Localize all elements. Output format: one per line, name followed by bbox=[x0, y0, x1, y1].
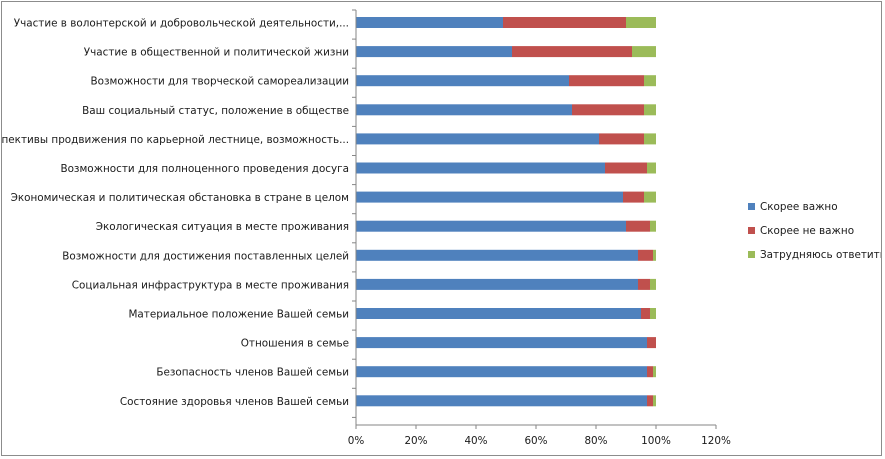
bar-segment-important bbox=[356, 249, 638, 261]
bar-segment-not-important bbox=[638, 278, 650, 290]
category-label: Перспективы продвижения по карьерной лес… bbox=[2, 134, 349, 146]
bar-segment-important bbox=[356, 75, 569, 87]
category-label: Отношения в семье bbox=[241, 338, 349, 350]
category-label: Социальная инфраструктура в месте прожив… bbox=[72, 279, 349, 291]
bar-segment-important bbox=[356, 191, 623, 203]
bar-segment-not-important bbox=[569, 75, 644, 87]
bar-segment-undecided bbox=[644, 75, 656, 87]
category-label: Экологическая ситуация в месте проживани… bbox=[96, 221, 349, 233]
bar-segment-important bbox=[356, 278, 638, 290]
bar-segment-undecided bbox=[647, 162, 656, 174]
category-labels: Участие в волонтерской и добровольческой… bbox=[0, 18, 349, 408]
x-tick-label: 0% bbox=[348, 435, 365, 447]
bar-segment-important bbox=[356, 220, 626, 232]
x-tick-label: 60% bbox=[524, 435, 547, 447]
bar-segment-not-important bbox=[512, 46, 632, 58]
bar-segment-not-important bbox=[599, 133, 644, 145]
bar-segment-undecided bbox=[632, 46, 656, 58]
legend-label: Скорее важно bbox=[760, 201, 838, 213]
bar-segment-not-important bbox=[647, 366, 653, 378]
category-label: Возможности для достижения поставленных … bbox=[62, 250, 349, 262]
legend-label: Затрудняюсь ответить bbox=[760, 249, 881, 261]
bar-segment-undecided bbox=[650, 220, 656, 232]
bar-segment-important bbox=[356, 395, 647, 407]
category-label: Безопасность членов Вашей семьи bbox=[156, 367, 349, 379]
bar-segment-not-important bbox=[647, 395, 653, 407]
bar-segment-important bbox=[356, 17, 503, 28]
category-label: Возможности для полноценного проведения … bbox=[60, 163, 349, 175]
category-label: Материальное положение Вашей семьи bbox=[128, 309, 349, 321]
x-tick-label: 100% bbox=[641, 435, 671, 447]
x-tick-label: 120% bbox=[701, 435, 731, 447]
legend: Скорее важно Скорее не важно Затрудняюсь о… bbox=[748, 201, 885, 261]
bar-segment-not-important bbox=[647, 337, 656, 349]
bar-segment-undecided bbox=[653, 366, 656, 378]
bar-segment-important bbox=[356, 366, 647, 378]
category-label: Возможности для творческой самореализаци… bbox=[91, 76, 349, 88]
category-label: Ваш социальный статус, положение в общес… bbox=[82, 105, 349, 117]
x-tick-label: 80% bbox=[584, 435, 607, 447]
bar-segment-not-important bbox=[638, 249, 653, 261]
bar-segment-important bbox=[356, 104, 572, 116]
bar-segment-important bbox=[356, 308, 641, 319]
category-label: Участие в волонтерской и добровольческой… bbox=[14, 18, 349, 30]
bar-segment-undecided bbox=[653, 249, 656, 261]
bars-layer bbox=[356, 17, 656, 407]
bar-segment-undecided bbox=[650, 308, 656, 319]
bar-segment-undecided bbox=[644, 104, 656, 116]
x-tick-label: 20% bbox=[404, 435, 427, 447]
bar-segment-important bbox=[356, 337, 647, 349]
legend-swatch-not-important bbox=[748, 227, 755, 234]
bar-segment-undecided bbox=[644, 191, 656, 203]
bar-segment-not-important bbox=[503, 17, 626, 28]
category-label: Участие в общественной и политической жи… bbox=[84, 47, 349, 59]
bar-segment-important bbox=[356, 133, 599, 145]
x-tick-label: 40% bbox=[464, 435, 487, 447]
bar-segment-undecided bbox=[650, 278, 656, 290]
bar-segment-not-important bbox=[626, 220, 650, 232]
legend-swatch-undecided bbox=[748, 251, 755, 258]
bar-segment-not-important bbox=[623, 191, 644, 203]
category-label: Состояние здоровья членов Вашей семьи bbox=[120, 396, 349, 408]
category-label: Экономическая и политическая обстановка … bbox=[11, 192, 349, 204]
bar-segment-important bbox=[356, 46, 512, 58]
legend-label: Скорее не важно bbox=[760, 225, 854, 237]
bar-segment-not-important bbox=[641, 308, 650, 319]
bar-segment-important bbox=[356, 162, 605, 174]
bar-segment-undecided bbox=[653, 395, 656, 407]
bar-segment-not-important bbox=[605, 162, 647, 174]
axis-layer: 0% 20% 40% 60% 80% 100% 120% bbox=[348, 9, 731, 447]
bar-segment-undecided bbox=[644, 133, 656, 145]
bar-segment-not-important bbox=[572, 104, 644, 116]
bar-segment-undecided bbox=[626, 17, 656, 28]
legend-swatch-important bbox=[748, 203, 755, 210]
